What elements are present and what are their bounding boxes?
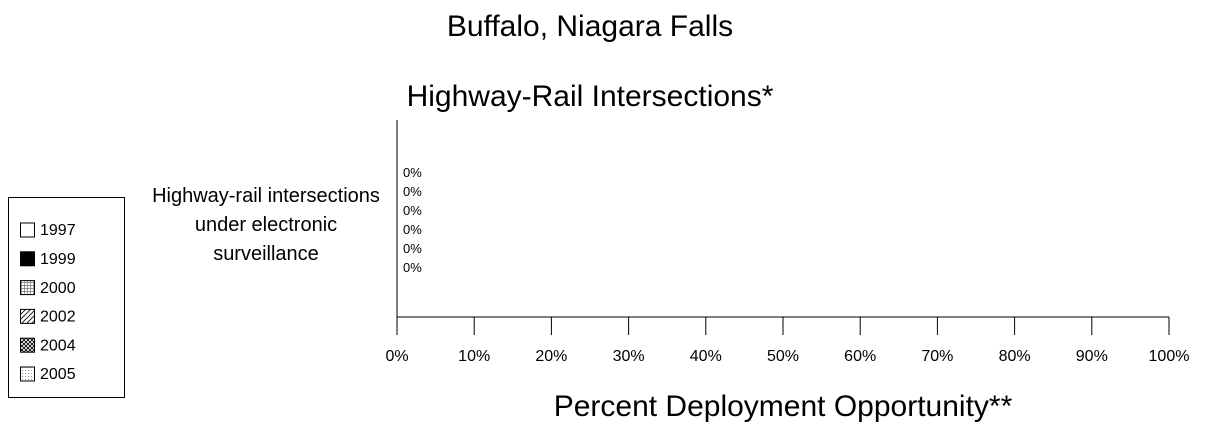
chart-title: Buffalo, Niagara Falls bbox=[447, 10, 733, 43]
x-tick-label: 20% bbox=[535, 348, 567, 365]
value-label: 0% bbox=[403, 165, 422, 180]
legend-swatch bbox=[20, 308, 35, 324]
legend-swatch bbox=[20, 280, 35, 296]
legend-swatch bbox=[20, 366, 35, 382]
legend-label: 2000 bbox=[40, 280, 76, 297]
x-axis-label: Percent Deployment Opportunity** bbox=[554, 390, 1013, 423]
x-tick-label: 30% bbox=[613, 348, 645, 365]
value-label: 0% bbox=[403, 184, 422, 199]
legend-swatch bbox=[20, 222, 35, 238]
legend-label: 2004 bbox=[40, 337, 76, 354]
chart-subtitle: Highway-Rail Intersections* bbox=[407, 80, 774, 113]
legend-swatch bbox=[20, 251, 35, 267]
x-tick-label: 90% bbox=[1076, 348, 1108, 365]
x-tick-label: 40% bbox=[690, 348, 722, 365]
value-label: 0% bbox=[403, 260, 422, 275]
legend-label: 1997 bbox=[40, 222, 76, 239]
x-tick-label: 70% bbox=[921, 348, 953, 365]
x-tick-label: 0% bbox=[385, 348, 408, 365]
value-label: 0% bbox=[403, 203, 422, 218]
x-tick-label: 100% bbox=[1149, 348, 1190, 365]
category-label: Highway-rail intersections under electro… bbox=[152, 185, 380, 265]
legend-label: 2005 bbox=[40, 366, 76, 383]
x-tick-label: 60% bbox=[844, 348, 876, 365]
legend-label: 2002 bbox=[40, 309, 76, 326]
x-tick-label: 50% bbox=[767, 348, 799, 365]
legend-label: 1999 bbox=[40, 251, 76, 268]
legend-swatch bbox=[20, 337, 35, 353]
value-label: 0% bbox=[403, 222, 422, 237]
x-tick-label: 80% bbox=[999, 348, 1031, 365]
value-label: 0% bbox=[403, 241, 422, 256]
x-tick-label: 10% bbox=[458, 348, 490, 365]
